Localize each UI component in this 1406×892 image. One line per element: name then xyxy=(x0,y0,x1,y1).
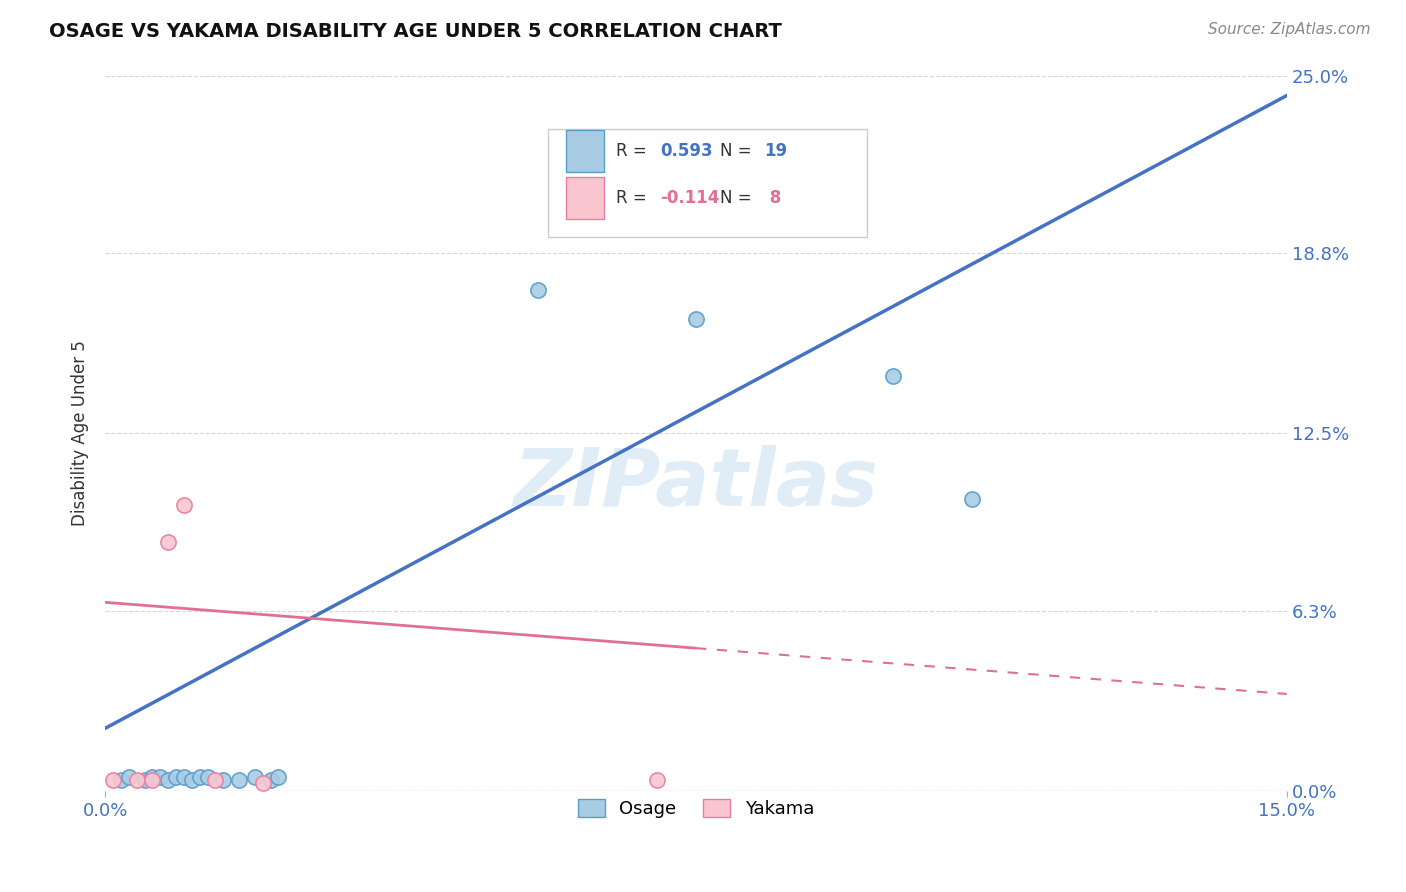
Point xyxy=(157,535,180,549)
Point xyxy=(204,772,226,787)
Text: R =: R = xyxy=(616,189,651,207)
Text: N =: N = xyxy=(720,189,756,207)
Point xyxy=(228,772,250,787)
Text: 19: 19 xyxy=(765,142,787,161)
Point xyxy=(212,772,235,787)
Point xyxy=(125,772,148,787)
Legend: Osage, Yakama: Osage, Yakama xyxy=(571,791,821,825)
Point xyxy=(118,770,141,784)
Text: ZIPatlas: ZIPatlas xyxy=(513,444,879,523)
Y-axis label: Disability Age Under 5: Disability Age Under 5 xyxy=(72,341,89,526)
Point xyxy=(960,492,983,507)
Text: 0.593: 0.593 xyxy=(661,142,713,161)
Text: R =: R = xyxy=(616,142,651,161)
Point xyxy=(267,770,290,784)
Point xyxy=(188,770,211,784)
Point xyxy=(582,197,605,211)
Point xyxy=(173,498,195,512)
Point xyxy=(645,772,668,787)
Point xyxy=(141,770,163,784)
Point xyxy=(101,772,124,787)
Point xyxy=(685,311,707,326)
Point xyxy=(110,772,132,787)
Point xyxy=(165,770,187,784)
Point xyxy=(197,770,219,784)
Point xyxy=(134,772,156,787)
Point xyxy=(180,772,202,787)
Point xyxy=(527,283,550,297)
Point xyxy=(173,770,195,784)
Point xyxy=(243,770,266,784)
Point xyxy=(149,770,172,784)
Text: N =: N = xyxy=(720,142,756,161)
Point xyxy=(882,369,904,384)
FancyBboxPatch shape xyxy=(567,130,603,172)
Point xyxy=(157,772,180,787)
Text: OSAGE VS YAKAMA DISABILITY AGE UNDER 5 CORRELATION CHART: OSAGE VS YAKAMA DISABILITY AGE UNDER 5 C… xyxy=(49,22,782,41)
FancyBboxPatch shape xyxy=(548,129,868,236)
Text: Source: ZipAtlas.com: Source: ZipAtlas.com xyxy=(1208,22,1371,37)
Point xyxy=(141,772,163,787)
FancyBboxPatch shape xyxy=(567,178,603,219)
Text: -0.114: -0.114 xyxy=(661,189,720,207)
Point xyxy=(252,775,274,789)
Point xyxy=(259,772,281,787)
Text: 8: 8 xyxy=(765,189,782,207)
